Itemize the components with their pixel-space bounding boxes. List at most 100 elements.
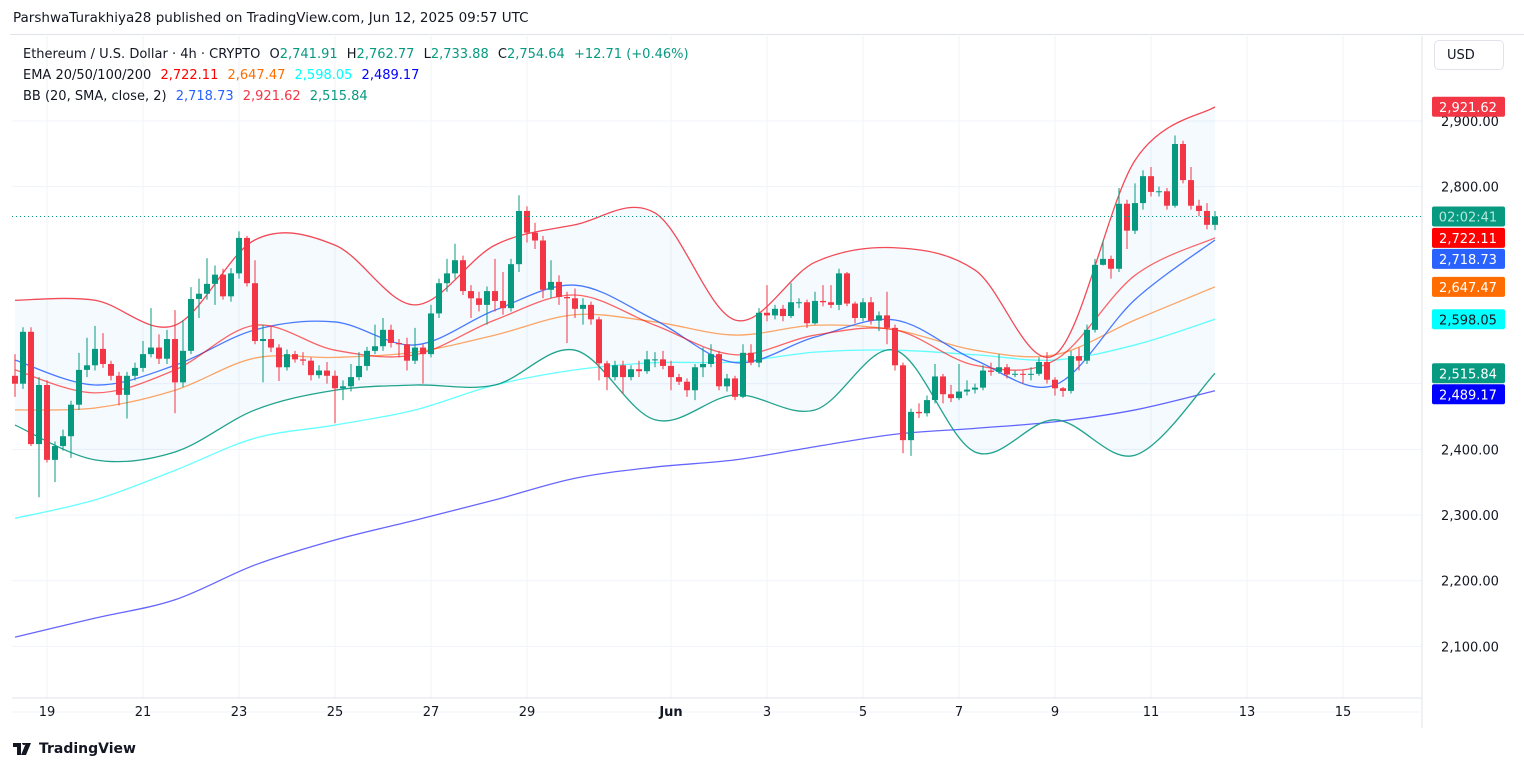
candle — [1076, 347, 1082, 371]
candle — [172, 310, 178, 414]
candle — [740, 344, 746, 399]
candle-body — [604, 363, 610, 378]
bb-basis-line — [14, 239, 1216, 388]
candle-body — [20, 331, 26, 384]
candle-body — [348, 377, 354, 387]
candle — [756, 308, 762, 368]
ema200-value: 2,489.17 — [361, 68, 420, 83]
candle — [708, 344, 714, 368]
candle-body — [1116, 203, 1122, 269]
svg-text:2,515.84: 2,515.84 — [1439, 367, 1497, 382]
candle — [452, 243, 458, 279]
candle-body — [988, 370, 994, 372]
candle — [188, 287, 194, 355]
candle-body — [476, 298, 482, 305]
candle — [420, 344, 426, 384]
candle-body — [244, 237, 250, 284]
candle-body — [572, 298, 578, 309]
candle-body — [956, 391, 962, 399]
bb-legend-row: BB (20, SMA, close, 2) 2,718.73 2,921.62… — [23, 86, 694, 107]
candle — [1116, 187, 1122, 273]
price-label: 2,718.73 — [1432, 248, 1505, 269]
candle-body — [692, 367, 698, 391]
candle-body — [412, 347, 418, 361]
candle — [948, 384, 954, 403]
candle-body — [404, 344, 410, 361]
candle-body — [508, 264, 514, 309]
candle — [964, 380, 970, 396]
candle-body — [132, 367, 138, 376]
candle-body — [1060, 388, 1066, 391]
candle-body — [1204, 210, 1210, 225]
candle-body — [700, 363, 706, 368]
candle-body — [1044, 362, 1050, 380]
candle — [436, 278, 442, 319]
candle-body — [1100, 258, 1106, 265]
candle — [548, 260, 554, 299]
candle-body — [188, 298, 194, 351]
candle-body — [588, 304, 594, 320]
candle — [620, 360, 626, 394]
open-value: 2,741.91 — [279, 47, 338, 62]
candle — [68, 400, 74, 458]
open-label: O — [269, 47, 280, 62]
x-tick-label: 5 — [859, 705, 867, 720]
candle-body — [156, 347, 162, 359]
candle-body — [292, 354, 298, 360]
candle-body — [308, 360, 314, 376]
candle — [388, 324, 394, 348]
candle — [332, 370, 338, 424]
tradingview-logo[interactable]: TradingView — [13, 741, 136, 757]
candle-body — [788, 302, 794, 317]
candle — [1204, 203, 1210, 230]
candle — [836, 268, 842, 311]
candle-body — [468, 291, 474, 299]
candle-body — [1180, 143, 1186, 181]
candle — [468, 285, 474, 319]
symbol-title[interactable]: Ethereum / U.S. Dollar · 4h · CRYPTO — [23, 47, 261, 62]
candle — [1148, 166, 1154, 197]
candle-body — [196, 293, 202, 299]
ema-title[interactable]: EMA 20/50/100/200 — [23, 68, 152, 83]
candle-body — [924, 400, 930, 414]
logo-text: TradingView — [39, 741, 136, 757]
candle-body — [92, 348, 98, 366]
candle-body — [540, 240, 546, 290]
candle — [52, 441, 58, 483]
candle-body — [1020, 373, 1026, 375]
candle — [916, 403, 922, 418]
x-tick-label: 23 — [231, 705, 248, 720]
candle — [580, 298, 586, 325]
candle-body — [948, 394, 954, 399]
candle — [36, 377, 42, 498]
candle — [732, 375, 738, 401]
candle — [660, 350, 666, 370]
candle — [1060, 386, 1066, 397]
candle — [508, 258, 514, 312]
candle-body — [524, 210, 530, 233]
candle — [204, 258, 210, 300]
candle-body — [900, 365, 906, 441]
candle — [356, 352, 362, 381]
candle — [1108, 255, 1114, 279]
candle-body — [996, 367, 1002, 372]
currency-button[interactable]: USD — [1434, 40, 1504, 70]
price-label: 2,722.11 — [1432, 227, 1505, 248]
change-value: +12.71 (+0.46%) — [573, 47, 689, 62]
candle — [572, 288, 578, 319]
candle — [684, 378, 690, 397]
candle-body — [676, 377, 682, 382]
candle-body — [212, 274, 218, 284]
candle — [100, 333, 106, 368]
candle-body — [204, 283, 210, 294]
bb-title[interactable]: BB (20, SMA, close, 2) — [23, 89, 167, 104]
candle — [380, 318, 386, 351]
candle — [700, 347, 706, 378]
candle — [1052, 377, 1058, 396]
candle — [604, 360, 610, 391]
candle — [244, 235, 250, 287]
bb-lower-value: 2,515.84 — [309, 89, 368, 104]
x-tick-label: 27 — [423, 705, 440, 720]
candle — [1012, 370, 1018, 378]
